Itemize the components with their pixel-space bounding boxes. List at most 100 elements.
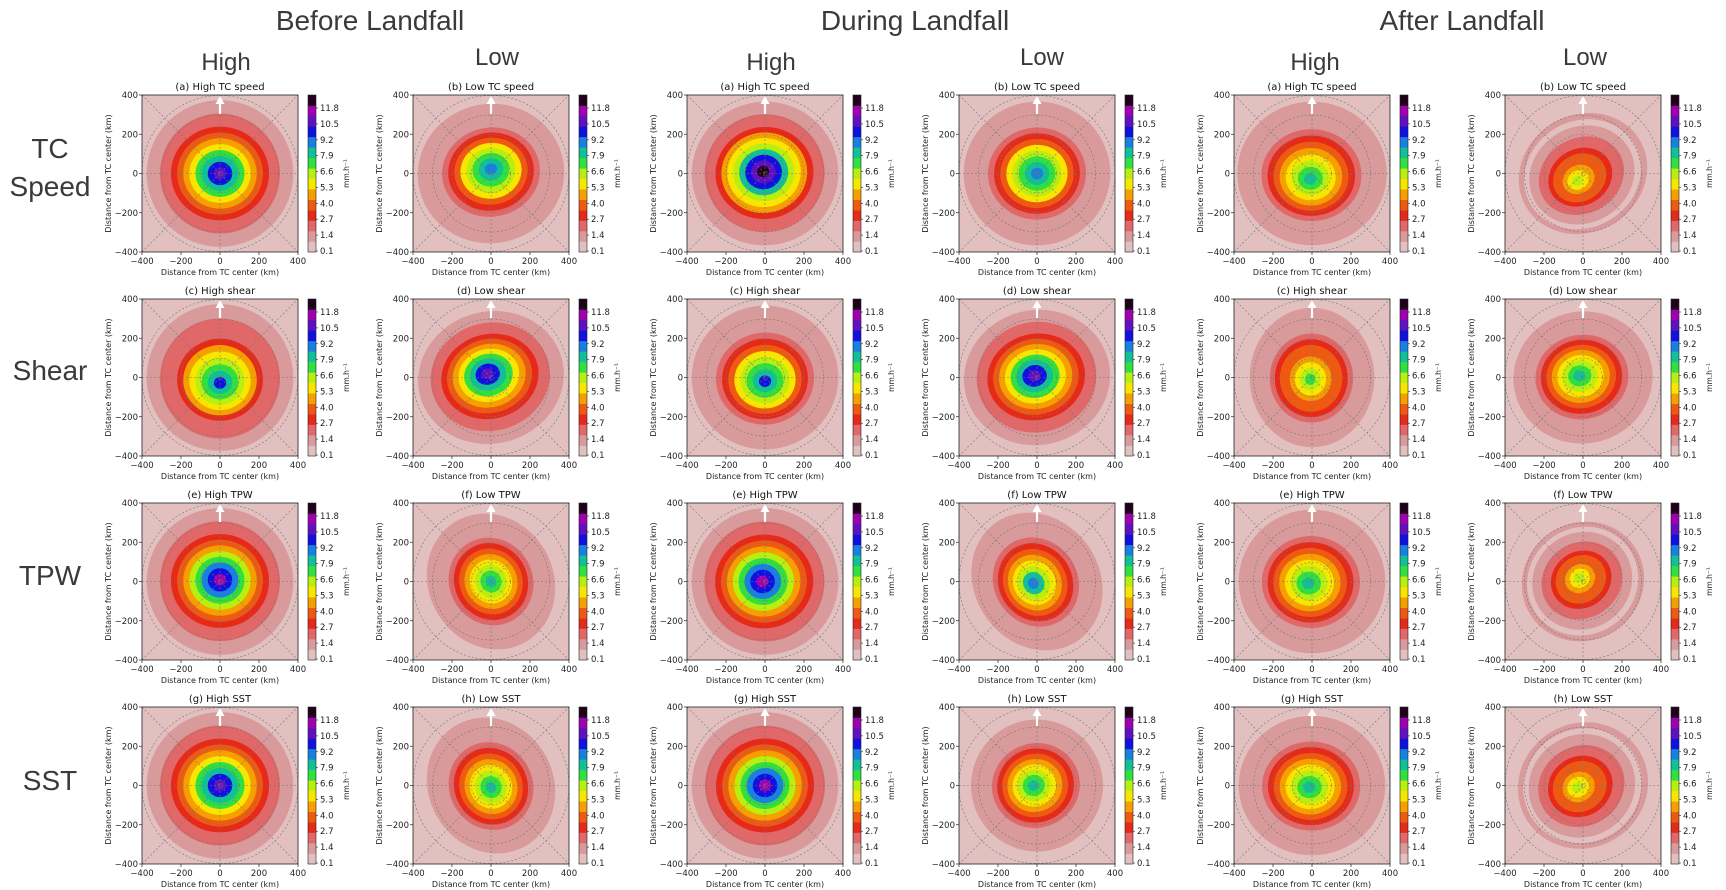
colorbar-swatch: [853, 607, 861, 619]
colorbar-swatch: [1125, 372, 1133, 384]
colorbar-swatch: [1125, 801, 1133, 812]
colorbar-tick-label: 5.3: [320, 183, 334, 193]
colorbar-swatch: [853, 393, 861, 404]
panel: (b) Low TC speed −400 −200 0 200 400 −400 −200 0…: [375, 82, 622, 277]
y-tick-label: 0: [950, 782, 955, 792]
colorbar-swatch: [853, 361, 861, 373]
colorbar: 0.1 1.4 2.7 4.0 5.3 6.6 7.9 9.2 10.5 11.8 mm.h⁻¹: [1124, 502, 1168, 665]
motion-arrow-icon: [760, 504, 770, 522]
colorbar-swatch: [579, 210, 587, 221]
colorbar-swatch: [1400, 534, 1408, 546]
colorbar-swatch: [1125, 555, 1133, 567]
y-tick-label: −200: [660, 617, 683, 627]
x-tick-label: −200: [440, 665, 463, 675]
colorbar-tick-label: 6.6: [591, 168, 605, 178]
colorbar-swatch: [1400, 393, 1408, 404]
colorbar-tick-label: 10.5: [591, 732, 610, 742]
colorbar-tick-label: 10.5: [591, 324, 610, 334]
colorbar-swatch: [1671, 811, 1679, 823]
colorbar-swatch: [1125, 445, 1133, 457]
panel-title: (d) Low shear: [1549, 286, 1618, 297]
colorbar-tick-label: 11.8: [1683, 308, 1702, 318]
colorbar-swatch: [1125, 607, 1133, 619]
colorbar-swatch: [1125, 586, 1133, 598]
colorbar-swatch: [1671, 832, 1679, 844]
colorbar-tick-label: 10.5: [320, 120, 339, 130]
grid: [1505, 707, 1661, 864]
x-axis-label: Distance from TC center (km): [706, 472, 824, 481]
colorbar-swatch: [308, 372, 316, 384]
colorbar-tick-label: 1.4: [865, 435, 879, 445]
x-tick-label: 200: [1614, 257, 1630, 267]
colorbar-swatch: [308, 115, 316, 127]
panel: (a) High TC speed −400 −200 0 200 400 −400 −200…: [649, 82, 896, 277]
panel: (f) Low TPW −400 −200 0 200 400 −400 −200 0 200 40…: [1467, 490, 1714, 685]
colorbar-swatch: [853, 597, 861, 608]
colorbar-tick-label: 1.4: [591, 843, 605, 853]
y-tick-label: 0: [133, 170, 138, 180]
x-tick-label: 0: [762, 665, 767, 675]
colorbar-swatch: [308, 576, 316, 588]
y-axis-label: Distance from TC center (km): [375, 114, 384, 232]
colorbar-unit-label: mm.h⁻¹: [1159, 159, 1168, 188]
y-tick-label: 0: [133, 374, 138, 384]
colorbar-swatch: [853, 576, 861, 588]
colorbar-swatch: [1125, 147, 1133, 159]
colorbar-tick-label: 9.2: [865, 340, 879, 350]
x-tick-label: 0: [1580, 461, 1585, 471]
colorbar-tick-label: 5.3: [320, 387, 334, 397]
colorbar-swatch: [1125, 717, 1133, 729]
colorbar-tick-label: 2.7: [591, 827, 605, 837]
colorbar-swatch: [579, 157, 587, 169]
colorbar-swatch: [1400, 503, 1408, 514]
colorbar-tick-label: 2.7: [1683, 215, 1697, 225]
colorbar-swatch: [1400, 649, 1408, 661]
contour-level: [1572, 782, 1583, 793]
colorbar-swatch: [1671, 157, 1679, 169]
colorbar-swatch: [1671, 220, 1679, 232]
colorbar-tick-label: 4.0: [320, 403, 334, 413]
x-tick-label: −400: [947, 869, 970, 879]
x-tick-label: 200: [1614, 665, 1630, 675]
colorbar-swatch: [853, 811, 861, 823]
colorbar-swatch: [1400, 126, 1408, 138]
colorbar-swatch: [1671, 414, 1679, 425]
motion-arrow-icon: [1578, 300, 1588, 318]
y-axis-label: Distance from TC center (km): [375, 522, 384, 640]
x-tick-label: 400: [1653, 665, 1669, 675]
colorbar-swatch: [308, 769, 316, 781]
panel: (e) High TPW −400 −200 0 200 400 −400 −200 0 200 4…: [104, 490, 351, 685]
colorbar-swatch: [1671, 727, 1679, 739]
colorbar: 0.1 1.4 2.7 4.0 5.3 6.6 7.9 9.2 10.5 11.8 mm.h⁻¹: [1124, 298, 1168, 461]
y-tick-label: 200: [122, 538, 138, 548]
colorbar-swatch: [1400, 178, 1408, 190]
y-tick-label: −200: [660, 413, 683, 423]
motion-arrow-icon: [760, 96, 770, 114]
colorbar-tick-label: 11.8: [1137, 716, 1156, 726]
colorbar-swatch: [853, 319, 861, 331]
colorbar: 0.1 1.4 2.7 4.0 5.3 6.6 7.9 9.2 10.5 11.8 mm.h⁻¹: [1670, 502, 1714, 665]
y-axis-label: Distance from TC center (km): [649, 114, 658, 232]
colorbar-tick-label: 4.0: [1683, 199, 1697, 209]
colorbar-swatch: [308, 231, 316, 242]
colorbar-swatch: [308, 199, 316, 211]
colorbar-tick-label: 7.9: [1412, 152, 1426, 162]
y-axis-label: Distance from TC center (km): [1467, 114, 1476, 232]
colorbar-swatch: [1671, 618, 1679, 629]
level-header: High: [201, 49, 250, 76]
x-tick-label: 200: [1343, 665, 1359, 675]
colorbar-tick-label: 10.5: [865, 324, 884, 334]
colorbar-tick-label: 1.4: [1412, 639, 1426, 649]
colorbar-swatch: [853, 382, 861, 394]
colorbar-swatch: [1400, 727, 1408, 739]
colorbar-swatch: [308, 544, 316, 556]
x-tick-label: 200: [522, 869, 538, 879]
colorbar-swatch: [1125, 822, 1133, 833]
motion-arrow-icon: [1032, 708, 1042, 726]
colorbar-tick-label: 0.1: [1683, 859, 1697, 869]
colorbar-swatch: [308, 523, 316, 535]
colorbar-swatch: [308, 748, 316, 760]
colorbar-swatch: [853, 843, 861, 854]
x-tick-label: 200: [796, 461, 812, 471]
colorbar-swatch: [853, 445, 861, 457]
